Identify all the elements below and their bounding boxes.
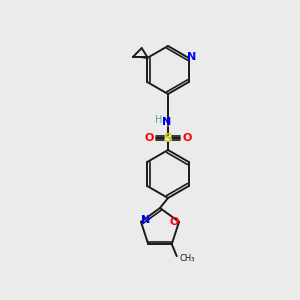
Text: N: N [162,117,172,127]
Text: S: S [164,131,172,145]
Text: N: N [187,52,196,62]
Text: O: O [144,133,154,143]
Text: O: O [169,217,179,227]
Text: N: N [141,215,151,225]
Text: H: H [155,115,163,125]
Text: CH₃: CH₃ [180,254,195,263]
Text: O: O [182,133,192,143]
